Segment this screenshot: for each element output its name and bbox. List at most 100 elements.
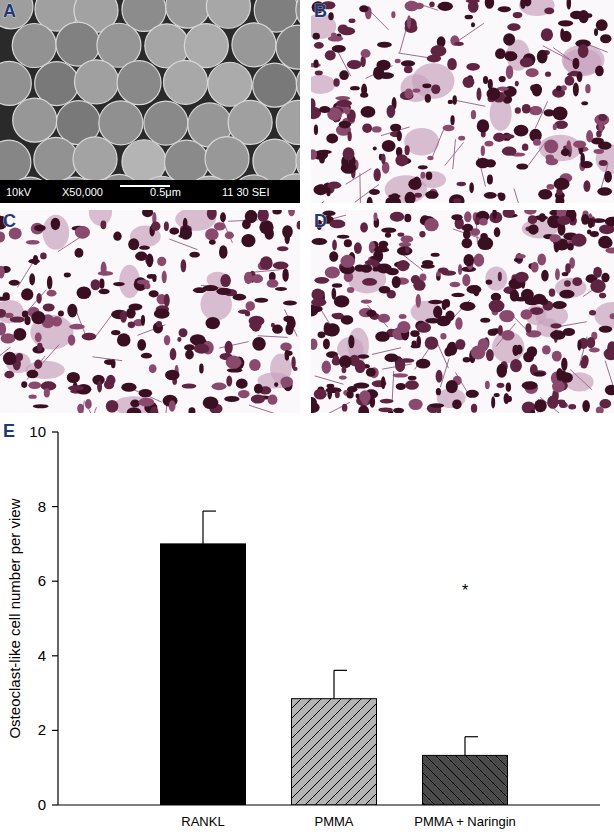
- panel-label: B: [314, 1, 327, 21]
- stained-cell: [28, 394, 36, 398]
- stained-cell: [450, 282, 461, 288]
- y-tick-label: 0: [38, 796, 46, 813]
- stained-cell: [386, 268, 398, 275]
- stained-cell: [382, 140, 396, 152]
- stained-cell: [408, 178, 421, 190]
- cell-process: [219, 342, 248, 348]
- stained-cell: [325, 329, 337, 336]
- stained-cell: [337, 235, 350, 239]
- stained-cell: [314, 59, 319, 67]
- stained-cell: [506, 65, 513, 79]
- stained-cell: [380, 399, 394, 404]
- stained-cell: [14, 328, 27, 341]
- stained-cell: [528, 224, 538, 235]
- stained-cell: [547, 396, 558, 409]
- sphere: [144, 101, 188, 145]
- stained-cell: [507, 23, 521, 31]
- stained-cell: [169, 227, 179, 234]
- stained-cell: [362, 123, 372, 133]
- stained-cell: [165, 370, 180, 380]
- sem-caption: X50,000: [62, 186, 103, 198]
- stained-cell: [522, 381, 538, 389]
- stained-cell: [397, 232, 404, 236]
- stained-cell: [529, 106, 542, 115]
- stained-cell: [273, 261, 289, 269]
- stained-cell: [599, 326, 612, 333]
- stained-cell: [375, 331, 390, 341]
- stained-cell: [510, 290, 519, 302]
- cell-process: [359, 173, 361, 203]
- stained-cell: [334, 295, 349, 307]
- stained-cell: [183, 218, 188, 229]
- stained-cell: [473, 285, 479, 296]
- stained-cell: [405, 246, 409, 253]
- stained-cell: [393, 373, 409, 377]
- stained-cell: [343, 147, 355, 160]
- stained-cell: [326, 384, 334, 389]
- stained-cell: [224, 396, 239, 402]
- stained-cell: [106, 400, 119, 413]
- cell-process: [323, 402, 350, 413]
- stained-cell: [331, 32, 337, 37]
- stained-cell: [336, 100, 352, 107]
- stained-cell: [485, 381, 490, 389]
- stained-cell: [360, 92, 368, 97]
- cell-light: [43, 215, 70, 250]
- stained-cell: [404, 214, 411, 223]
- stained-cell: [325, 50, 336, 60]
- stained-cell: [323, 339, 330, 350]
- sphere: [12, 24, 56, 68]
- stained-cell: [556, 85, 561, 91]
- stained-cell: [162, 271, 167, 284]
- stained-cell: [499, 76, 506, 82]
- stained-cell: [344, 106, 350, 115]
- stained-cell: [413, 280, 425, 291]
- stained-cell: [530, 410, 535, 413]
- stained-cell: [450, 115, 454, 125]
- panel-label: C: [3, 211, 16, 231]
- stained-cell: [311, 98, 316, 111]
- sphere: [206, 0, 250, 28]
- stained-cell: [238, 390, 250, 398]
- stained-cell: [203, 285, 219, 291]
- stained-cell: [350, 86, 360, 90]
- stained-cell: [377, 42, 392, 48]
- sphere: [99, 101, 143, 145]
- stained-cell: [128, 238, 139, 250]
- micrograph: [0, 210, 300, 413]
- stained-cell: [291, 356, 295, 369]
- stained-cell: [149, 364, 157, 373]
- stained-cell: [447, 58, 457, 70]
- stained-cell: [36, 293, 41, 304]
- stained-cell: [341, 162, 357, 173]
- stained-cell: [567, 0, 572, 10]
- stained-cell: [5, 313, 14, 318]
- stained-cell: [31, 311, 45, 324]
- stained-cell: [314, 125, 318, 135]
- stained-cell: [333, 355, 339, 363]
- stained-cell: [142, 210, 153, 217]
- y-tick: [52, 506, 58, 507]
- stained-cell: [332, 283, 342, 287]
- stained-cell: [591, 138, 604, 145]
- stained-cell: [534, 399, 547, 412]
- y-tick-label: 8: [38, 498, 46, 515]
- stained-cell: [429, 403, 444, 407]
- stained-cell: [546, 184, 554, 190]
- stained-cell: [361, 299, 372, 303]
- y-tick: [52, 730, 58, 731]
- stained-cell: [69, 324, 85, 330]
- sphere: [75, 60, 119, 104]
- stained-cell: [272, 210, 281, 215]
- stained-cell: [463, 230, 471, 239]
- stained-cell: [44, 388, 50, 398]
- stained-cell: [373, 212, 377, 221]
- stained-cell: [314, 42, 324, 49]
- cell-process: [311, 201, 324, 203]
- stained-cell: [342, 404, 348, 412]
- micrograph-background: [0, 210, 300, 413]
- stained-cell: [396, 383, 406, 390]
- stained-cell: [74, 248, 83, 258]
- stained-cell: [313, 33, 320, 40]
- cell-process: [432, 130, 443, 158]
